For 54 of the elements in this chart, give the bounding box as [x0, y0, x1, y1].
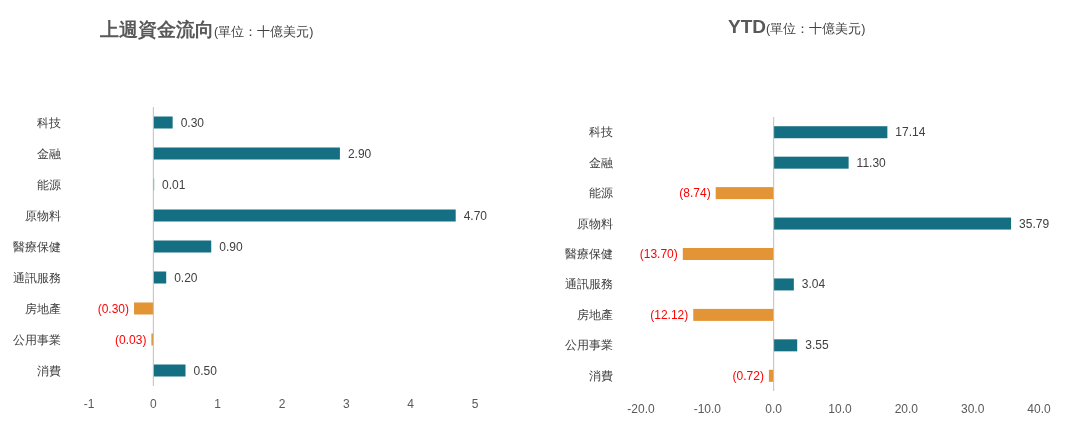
y-tick-label: 原物料 — [577, 216, 613, 231]
data-label: 0.50 — [193, 363, 218, 378]
y-tick-label: 消費 — [589, 368, 613, 383]
y-tick-label: 公用事業 — [565, 338, 613, 353]
y-tick-label: 能源 — [37, 177, 61, 192]
y-tick-label: 通訊服務 — [565, 277, 613, 292]
data-label: 17.14 — [895, 125, 926, 140]
x-tick-label: -20.0 — [627, 402, 655, 416]
chart-subtitle: (單位：十億美元) — [766, 21, 866, 36]
data-label: 4.70 — [463, 208, 488, 223]
x-tick-label: 40.0 — [1027, 402, 1051, 416]
x-tick-label: 4 — [407, 397, 415, 411]
chart-subtitle: (單位：十億美元) — [214, 24, 314, 39]
y-tick-label: 通訊服務 — [13, 270, 61, 285]
data-label: 0.01 — [161, 177, 186, 192]
data-label: (0.03) — [115, 332, 147, 347]
data-label: (13.70) — [639, 247, 678, 261]
data-label: 0.30 — [180, 115, 205, 130]
data-label: 3.04 — [801, 277, 826, 292]
y-tick-label: 公用事業 — [13, 332, 61, 347]
data-label: (0.72) — [732, 368, 764, 383]
x-tick-label: 0 — [149, 397, 157, 411]
x-tick-label: -10.0 — [693, 402, 722, 416]
chart-title: YTD — [728, 16, 766, 37]
data-label: 0.90 — [219, 239, 243, 254]
data-label: 35.79 — [1019, 216, 1050, 231]
x-tick-label: 2 — [278, 397, 286, 411]
y-tick-label: 金融 — [589, 155, 613, 170]
y-tick-label: 房地產 — [577, 307, 613, 322]
y-tick-label: 房地產 — [25, 301, 61, 316]
data-label: (8.74) — [679, 186, 711, 201]
x-tick-label: 3 — [342, 397, 350, 411]
data-label: 3.55 — [805, 338, 829, 353]
x-tick-label: 5 — [471, 397, 479, 411]
data-label: (12.12) — [650, 307, 689, 322]
data-label: 0.20 — [174, 270, 198, 285]
y-tick-label: 科技 — [37, 115, 61, 130]
data-label: 11.30 — [856, 155, 887, 170]
y-tick-label: 醫療保健 — [13, 239, 61, 254]
x-tick-label: 0.0 — [765, 402, 783, 416]
chart-title: 上週資金流向 — [99, 19, 214, 40]
x-tick-label: -1 — [83, 397, 95, 411]
y-tick-label: 能源 — [589, 186, 613, 201]
y-tick-label: 科技 — [589, 125, 613, 140]
data-label: 2.90 — [347, 146, 372, 161]
x-tick-label: 1 — [214, 397, 222, 411]
y-tick-label: 消費 — [37, 363, 61, 378]
y-tick-label: 金融 — [37, 146, 61, 161]
x-tick-label: 30.0 — [960, 402, 985, 416]
y-tick-label: 醫療保健 — [565, 247, 613, 261]
data-label: (0.30) — [97, 301, 130, 316]
x-tick-label: 10.0 — [828, 402, 852, 416]
y-tick-label: 原物料 — [25, 208, 61, 223]
x-tick-label: 20.0 — [894, 402, 919, 416]
